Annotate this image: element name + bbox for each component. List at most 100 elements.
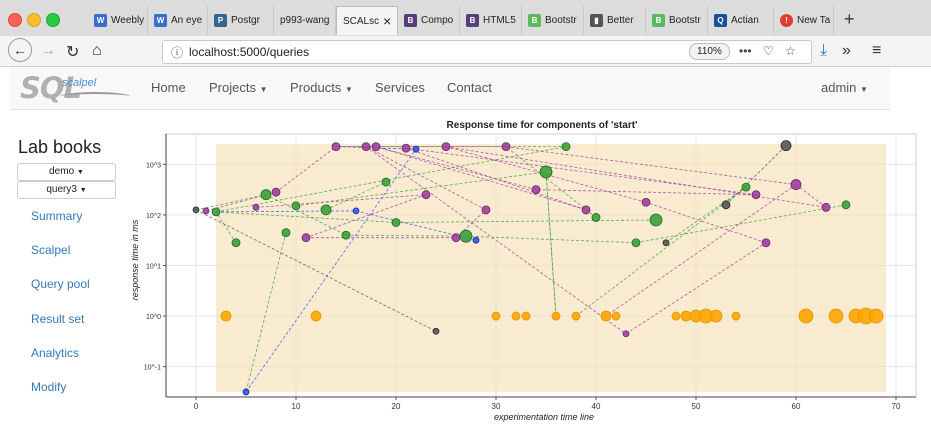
data-point [491,311,501,321]
data-point [731,311,741,321]
bookmark-star-icon[interactable]: ☆ [785,44,796,58]
x-tick-label: 40 [592,402,601,411]
reload-icon[interactable]: ↻ [66,44,80,61]
actian-icon: Q [714,14,727,27]
overflow-chevron-icon[interactable]: » [842,42,851,59]
purple-link [375,146,587,211]
close-window-button[interactable] [8,13,22,27]
green-link [635,204,847,244]
purple-link [505,146,797,185]
browser-tab-p993[interactable]: p993-wang [274,6,336,35]
browser-tab-new-tab[interactable]: ! New Ta [774,6,834,35]
hamburger-menu-icon[interactable]: ≡ [872,42,882,59]
green-link [575,186,747,317]
sidebar-link-modify[interactable]: Modify [31,380,67,394]
sidebar-title: Lab books [18,137,102,157]
purple-link [365,146,627,335]
address-bar[interactable]: ⓘ localhost:5000/queries 110% ••• ♡ ☆ [162,40,812,64]
data-point [662,239,670,247]
data-point [260,189,272,201]
data-point [242,388,250,396]
browser-tab-postgres[interactable]: P Postgr [208,6,274,35]
data-point [751,190,761,200]
info-icon[interactable]: ⓘ [171,46,184,60]
data-point [798,308,814,324]
user-name: admin [821,80,857,95]
user-menu[interactable]: admin ▼ [821,80,868,95]
sidebar-link-query-pool[interactable]: Query pool [31,277,90,291]
bootstrap-icon: B [466,14,479,27]
y-axis-label: response time in ms [130,219,140,300]
data-point [271,187,281,197]
data-point [709,309,723,323]
data-point [761,238,771,248]
browser-tab-compo[interactable]: B Compo [398,6,460,35]
download-icon[interactable]: ⤓ [820,42,828,59]
browser-tab-actian[interactable]: Q Actian [708,6,774,35]
back-button[interactable]: ← [8,38,32,62]
sidebar-link-scalpel[interactable]: Scalpel [31,243,71,257]
x-tick-label: 30 [492,402,501,411]
green-link [545,171,557,317]
nav-services[interactable]: Services [375,80,425,95]
data-point [341,230,351,240]
data-point [741,182,751,192]
purple-link [795,184,827,208]
sidebar-link-analytics[interactable]: Analytics [31,346,80,360]
browser-tab-scalsc[interactable]: SCALsc × [336,6,398,35]
data-point [828,308,844,324]
purple-link [605,184,797,317]
zoom-level-badge[interactable]: 110% [689,43,730,60]
data-point [381,177,391,187]
data-point [301,233,311,243]
caret-down-icon: ▼ [259,85,268,94]
data-point [521,311,531,321]
data-point [401,143,411,153]
purple-link [305,194,427,239]
data-point [611,311,621,321]
nav-contact[interactable]: Contact [447,80,492,95]
minimize-window-button[interactable] [27,13,41,27]
browser-tab-better[interactable]: ▮ Better [584,6,646,35]
data-point [361,142,371,152]
page-actions-icon[interactable]: ••• [739,44,752,58]
data-point [680,310,692,322]
close-tab-icon[interactable]: × [383,13,392,29]
data-point [641,197,651,207]
data-point [511,311,521,321]
tab-label: Postgr [231,15,260,26]
pocket-icon[interactable]: ♡ [763,44,774,58]
nav-projects[interactable]: Projects ▼ [209,80,268,95]
nav-home[interactable]: Home [151,80,186,95]
browser-tab-html5[interactable]: B HTML5 [460,6,522,35]
maximize-window-button[interactable] [46,13,60,27]
browser-tab-bootstrap-2[interactable]: B Bootstr [646,6,708,35]
sidebar-link-summary[interactable]: Summary [31,209,83,223]
forward-button[interactable]: → [40,42,56,59]
data-point [472,236,480,244]
data-point [192,206,200,214]
data-point [320,204,332,216]
browser-tab-an-eye[interactable]: W An eye [148,6,208,35]
data-point [841,200,851,210]
browser-tab-bootstrap-1[interactable]: B Bootstr [522,6,584,35]
data-point [649,213,663,227]
blue-link [245,148,417,393]
data-point [501,142,511,152]
app-navbar: SQL scalpel Home Projects ▼ Products ▼ S… [10,67,890,110]
query-dropdown[interactable]: query3 ▼ [17,181,116,199]
labbook-dropdown[interactable]: demo ▼ [17,163,116,181]
data-point [622,330,630,338]
book-icon: ▮ [590,14,603,27]
tab-label: SCALsc [343,15,380,27]
data-point [821,202,831,212]
data-point [581,205,591,215]
home-icon[interactable]: ⌂ [92,42,102,59]
data-point [281,228,291,238]
browser-tab-weebly[interactable]: W Weebly [88,6,148,35]
new-tab-button[interactable]: + [844,9,855,29]
data-point [600,310,612,322]
sidebar-link-result-set[interactable]: Result set [31,312,85,326]
data-point [539,165,553,179]
nav-products[interactable]: Products ▼ [290,80,353,95]
